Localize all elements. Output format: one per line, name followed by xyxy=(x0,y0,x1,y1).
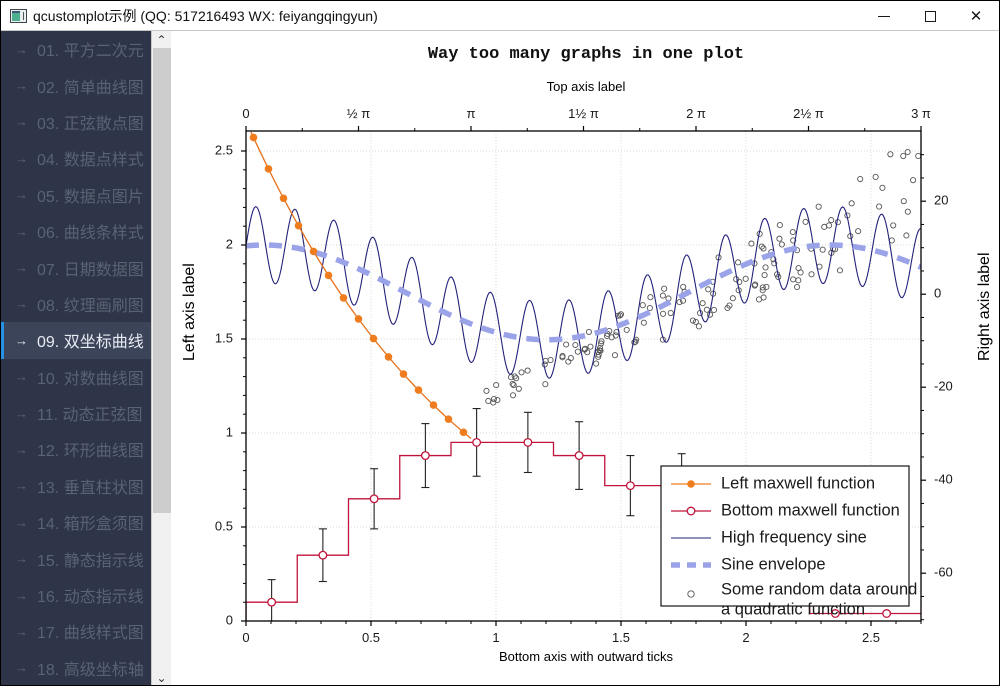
svg-text:2 π: 2 π xyxy=(686,106,706,121)
svg-text:1: 1 xyxy=(492,630,499,645)
svg-text:0: 0 xyxy=(242,630,249,645)
svg-text:0: 0 xyxy=(226,612,233,627)
svg-text:0: 0 xyxy=(934,286,941,301)
svg-text:2.5: 2.5 xyxy=(862,630,880,645)
svg-text:1½ π: 1½ π xyxy=(568,106,599,121)
svg-text:2½ π: 2½ π xyxy=(793,106,824,121)
svg-text:2: 2 xyxy=(226,236,233,251)
svg-text:0: 0 xyxy=(242,106,249,121)
svg-text:Some random data around: Some random data around xyxy=(721,580,917,598)
svg-text:a quadratic function: a quadratic function xyxy=(721,600,865,618)
svg-text:1.5: 1.5 xyxy=(612,630,630,645)
svg-text:Bottom maxwell function: Bottom maxwell function xyxy=(721,501,900,519)
svg-text:-60: -60 xyxy=(934,565,953,580)
svg-text:2.5: 2.5 xyxy=(215,142,233,157)
svg-text:High frequency sine: High frequency sine xyxy=(721,528,867,546)
svg-text:-40: -40 xyxy=(934,472,953,487)
svg-text:1: 1 xyxy=(226,424,233,439)
svg-text:20: 20 xyxy=(934,193,948,208)
svg-text:Left maxwell function: Left maxwell function xyxy=(721,474,875,492)
svg-text:-20: -20 xyxy=(934,379,953,394)
svg-text:π: π xyxy=(467,106,476,121)
svg-text:½ π: ½ π xyxy=(347,106,370,121)
svg-text:3 π: 3 π xyxy=(911,106,931,121)
svg-text:Sine envelope: Sine envelope xyxy=(721,555,826,573)
svg-text:0.5: 0.5 xyxy=(362,630,380,645)
svg-text:0.5: 0.5 xyxy=(215,518,233,533)
svg-text:1.5: 1.5 xyxy=(215,330,233,345)
svg-text:2: 2 xyxy=(742,630,749,645)
